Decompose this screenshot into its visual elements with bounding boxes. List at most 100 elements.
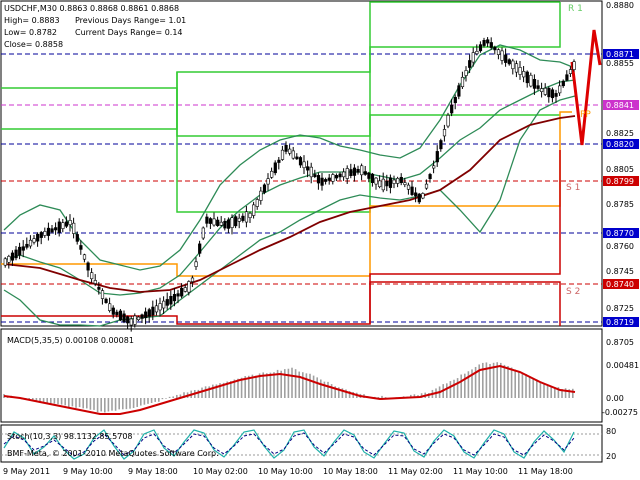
candle-body [82, 254, 87, 260]
pivot-label-r1: R 1 [568, 4, 583, 14]
candle-body [568, 69, 573, 74]
candle-body [489, 42, 493, 48]
candle-body [79, 245, 83, 250]
candle-body [342, 171, 346, 178]
candle-body [396, 178, 400, 184]
candle-body [248, 212, 252, 219]
candle-body [547, 87, 551, 98]
candle-body [493, 46, 497, 51]
candle-body [223, 220, 227, 229]
candle-body [406, 184, 411, 190]
candle-body [169, 296, 173, 305]
candle-body [374, 177, 378, 185]
candle-body [219, 221, 223, 226]
candle-body [280, 149, 285, 160]
candle-body [363, 171, 367, 175]
stoch-tick-80: 80 [606, 427, 616, 436]
candle-body [331, 174, 335, 182]
candle-body [172, 294, 177, 302]
price-marker-3: 0.8820 [606, 140, 634, 149]
candle-body [486, 39, 490, 44]
candle-body [237, 217, 241, 222]
candle-body [460, 76, 465, 88]
candle-body [360, 165, 364, 176]
time-label-2: 9 May 10:00 [63, 467, 113, 476]
macd-tick-high: 0.00481 [606, 361, 639, 370]
moving-average [3, 115, 576, 293]
candle-body [435, 151, 439, 163]
candle-body [126, 316, 130, 324]
candle-body [154, 305, 159, 313]
candle-body [514, 63, 519, 73]
price-tick-3: 0.8825 [606, 129, 634, 138]
candle-body [158, 303, 162, 311]
price-axis: 0.8880 0.8855 0.8825 0.8805 0.8785 0.876… [603, 1, 639, 347]
candle-body [554, 93, 558, 97]
candle-body [165, 299, 169, 306]
candle-body [198, 243, 202, 254]
candle-body [277, 159, 281, 163]
price-marker-bg-1 [603, 49, 639, 59]
price-marker-4: 0.8799 [606, 177, 634, 186]
stoch-tick-20: 20 [606, 452, 616, 461]
time-axis: 9 May 2011 9 May 10:00 9 May 18:00 10 Ma… [3, 467, 573, 476]
candle-body [61, 222, 65, 229]
candle-body [104, 298, 108, 303]
candle-body [378, 180, 382, 188]
candle-body [262, 184, 267, 193]
price-marker-bg-6 [603, 279, 639, 289]
candle-body [540, 88, 544, 92]
candle-body [572, 61, 576, 70]
macd-label: MACD(5,35,5) 0.00108 0.00081 [7, 336, 134, 345]
time-label-9: 11 May 18:00 [518, 467, 573, 476]
price-marker-bg-4 [603, 176, 639, 186]
candle-body [471, 52, 475, 63]
macd-tick-zero: 0.00 [606, 394, 624, 403]
candle-body [205, 216, 209, 224]
candle-body [187, 281, 191, 293]
info-close: Close= 0.8858 [4, 40, 63, 49]
candle-body [349, 169, 353, 176]
candle-body [3, 258, 7, 266]
price-marker-6: 0.8740 [606, 280, 634, 289]
candle-body [284, 144, 288, 152]
info-curr-range: Current Days Range= 0.14 [75, 28, 183, 37]
price-marker-bg-5 [603, 228, 639, 238]
candle-body [18, 246, 22, 256]
candle-body [388, 177, 393, 188]
candle-body [122, 313, 126, 322]
candle-body [428, 174, 432, 179]
candle-body [475, 51, 479, 55]
stoch-signal-line [3, 432, 575, 457]
time-label-3: 9 May 18:00 [128, 467, 178, 476]
candle-body [324, 179, 328, 182]
time-label-8: 11 May 10:00 [453, 467, 508, 476]
candle-body [43, 231, 47, 236]
candle-body [370, 173, 375, 183]
candle-body [536, 85, 540, 89]
candle-body [97, 286, 101, 290]
candle-body [543, 87, 547, 95]
candle-body [10, 252, 15, 261]
candle-body [194, 261, 198, 267]
candle-body [234, 216, 238, 227]
candle-body [86, 262, 90, 271]
price-marker-5: 0.8770 [606, 229, 634, 238]
candle-body [28, 239, 33, 247]
price-marker-bg-7 [603, 317, 639, 327]
candle-body [90, 272, 94, 280]
candle-body [381, 178, 385, 191]
candle-body [270, 170, 274, 178]
candle-body [414, 192, 418, 197]
candle-body [288, 148, 292, 154]
candle-body [25, 243, 29, 248]
macd-signal-line [3, 364, 576, 415]
candle-body [144, 311, 148, 319]
candle-body [565, 74, 569, 81]
candle-body [21, 246, 25, 251]
price-tick-2: 0.8855 [606, 59, 634, 68]
candle-body [421, 193, 425, 199]
candle-body [32, 238, 36, 243]
candle-body [529, 74, 533, 87]
